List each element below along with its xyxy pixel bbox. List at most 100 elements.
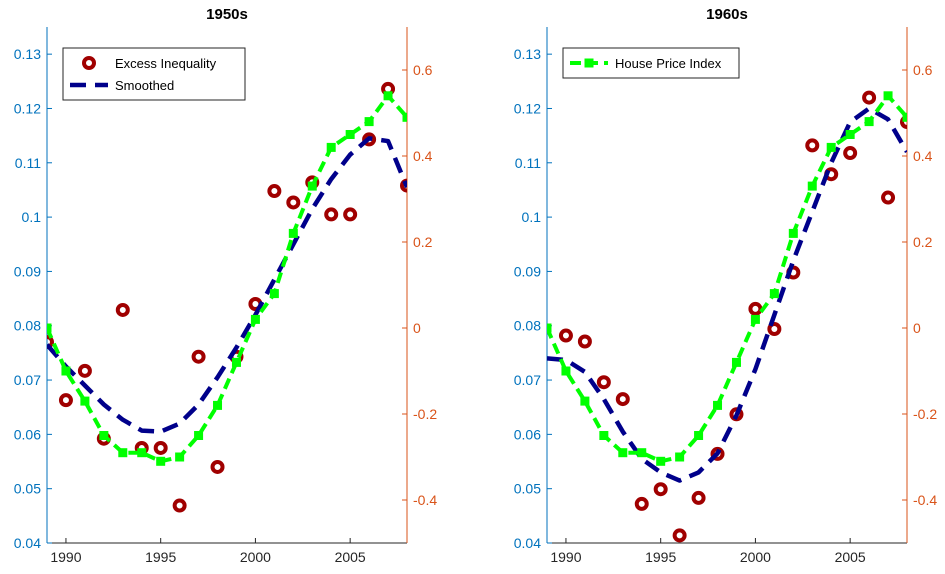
house-price-index-point xyxy=(345,130,355,139)
excess-inequality-point xyxy=(153,440,168,455)
house-price-index-point xyxy=(326,142,336,152)
right-y-tick-label: -0.4 xyxy=(913,492,937,508)
house-price-index-point xyxy=(599,431,609,440)
right-y-tick-label: 0.6 xyxy=(413,62,433,78)
excess-inequality-point xyxy=(843,146,858,161)
excess-inequality-point xyxy=(577,334,592,349)
house-price-index-point xyxy=(864,117,874,127)
panel-1960s: 1960s 1990 1995 2000 2005 0.04 0.05 0.06 0.07 0.0… xyxy=(514,6,938,565)
house-price-index-point xyxy=(307,181,317,191)
left-y-tick-label: 0.12 xyxy=(14,100,41,116)
house-price-index-point xyxy=(47,323,52,333)
house-price-index-point xyxy=(269,289,279,299)
house-price-index-point xyxy=(80,396,90,406)
left-y-tick-label: 0.11 xyxy=(515,155,541,171)
legend-marker-house-price-index xyxy=(584,58,594,68)
plot-area xyxy=(547,90,907,543)
excess-inequality-point xyxy=(267,184,282,199)
left-y-tick-label: 0.09 xyxy=(14,263,41,279)
excess-inequality-point xyxy=(343,207,358,222)
right-y-tick-label: -0.2 xyxy=(913,406,937,422)
house-price-index-point xyxy=(807,181,817,191)
house-price-index-point xyxy=(845,130,855,139)
excess-inequality-point xyxy=(58,393,73,408)
house-price-index-point xyxy=(175,452,185,462)
excess-inequality-point xyxy=(900,115,907,130)
left-y-tick-label: 0.12 xyxy=(514,100,541,116)
house-price-index-point xyxy=(656,456,666,466)
house-price-index-point xyxy=(731,357,741,367)
house-price-index-point xyxy=(547,323,552,333)
left-y-tick-label: 0.06 xyxy=(14,426,41,442)
house-price-index-point xyxy=(788,228,798,238)
x-tick-label: 1995 xyxy=(145,549,176,565)
legend-marker-excess-inequality xyxy=(82,56,96,70)
excess-inequality-point xyxy=(47,335,54,350)
excess-inequality-point xyxy=(324,207,339,222)
right-y-tick-label: 0.2 xyxy=(413,234,433,250)
excess-inequality-point xyxy=(653,482,668,497)
excess-inequality-point xyxy=(862,90,877,105)
right-y-tick-label: 0.4 xyxy=(913,148,933,164)
chart-title: 1950s xyxy=(206,6,248,23)
left-y-tick-label: 0.1 xyxy=(522,209,542,225)
smoothed-series-line xyxy=(547,106,907,483)
house-price-index-point xyxy=(61,366,71,376)
house-price-index-point xyxy=(675,452,685,462)
house-price-index-point xyxy=(118,448,128,458)
left-y-tick-label: 0.13 xyxy=(514,46,541,62)
x-tick-label: 2005 xyxy=(335,549,366,565)
house-price-index-point xyxy=(99,431,109,440)
left-y-tick-label: 0.04 xyxy=(514,535,541,551)
left-y-tick-label: 0.1 xyxy=(22,209,42,225)
house-price-index-point xyxy=(288,228,298,238)
right-y-tick-label: 0.2 xyxy=(913,234,933,250)
house-price-index-point xyxy=(694,431,704,440)
excess-inequality-point xyxy=(672,528,687,543)
right-y-tick-label: 0 xyxy=(913,320,921,336)
house-price-index-point xyxy=(580,396,590,406)
left-y-tick-label: 0.05 xyxy=(514,481,541,497)
house-price-index-point xyxy=(750,314,760,324)
left-y-tick-label: 0.04 xyxy=(14,535,41,551)
left-y-tick-label: 0.05 xyxy=(14,481,41,497)
house-price-index-point xyxy=(383,91,393,101)
house-price-index-point xyxy=(769,289,779,299)
right-y-tick-label: 0.4 xyxy=(413,148,433,164)
house-price-index-point xyxy=(364,117,374,127)
excess-inequality-point xyxy=(77,363,92,378)
plot-area xyxy=(47,81,407,513)
excess-inequality-point xyxy=(881,190,896,205)
x-tick-label: 1995 xyxy=(645,549,676,565)
right-y-tick-label: 0 xyxy=(413,320,421,336)
house-price-index-point xyxy=(883,91,893,101)
house-price-index-point xyxy=(561,366,571,376)
house-price-index-point xyxy=(402,112,407,122)
right-y-tick-label: -0.4 xyxy=(413,492,437,508)
left-y-tick-label: 0.06 xyxy=(514,426,541,442)
x-tick-label: 1990 xyxy=(550,549,581,565)
legend-label: Smoothed xyxy=(115,78,174,93)
left-y-tick-label: 0.13 xyxy=(14,46,41,62)
house-price-index-point xyxy=(137,448,147,458)
house-price-index-line xyxy=(47,93,407,464)
house-price-index-point xyxy=(250,314,260,324)
left-y-tick-label: 0.07 xyxy=(14,372,41,388)
excess-inequality-point xyxy=(210,459,225,474)
x-tick-label: 2000 xyxy=(740,549,771,565)
right-y-tick-label: 0.6 xyxy=(913,62,933,78)
house-price-index-point xyxy=(902,112,907,122)
house-price-index-point xyxy=(156,456,166,466)
panel-1950s: 1950s 1990 1995 2000 2005 0.04 0.05 0.06 0.07 0.0… xyxy=(14,6,438,565)
excess-inequality-point xyxy=(191,349,206,364)
excess-inequality-point xyxy=(400,178,407,193)
excess-inequality-point xyxy=(691,490,706,505)
excess-inequality-point xyxy=(634,496,649,511)
excess-inequality-point xyxy=(115,302,130,317)
excess-inequality-point xyxy=(805,138,820,153)
legend-label: Excess Inequality xyxy=(115,56,217,71)
left-y-tick-label: 0.09 xyxy=(514,263,541,279)
excess-inequality-point xyxy=(615,392,630,407)
chart-title: 1960s xyxy=(706,6,748,23)
